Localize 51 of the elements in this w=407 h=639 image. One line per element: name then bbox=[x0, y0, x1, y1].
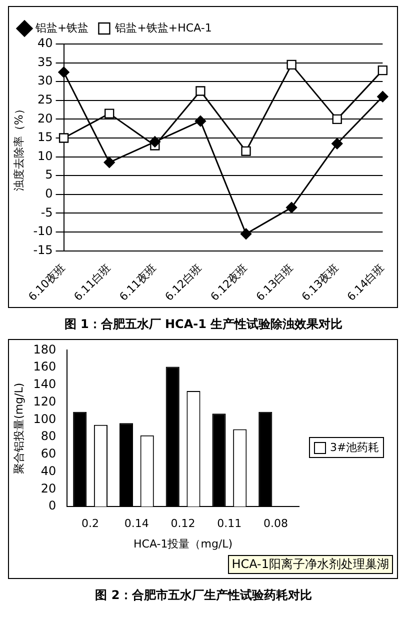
x-tick-label: 0.2 bbox=[82, 517, 100, 530]
legend-label: 铝盐+铁盐+HCA-1 bbox=[114, 21, 212, 34]
point bbox=[194, 115, 206, 127]
y-tick-label: -15 bbox=[33, 242, 53, 257]
point bbox=[58, 66, 70, 78]
point bbox=[378, 65, 388, 76]
legend-label: 铝盐+铁盐 bbox=[34, 21, 89, 34]
point bbox=[196, 86, 206, 96]
x-tick-label: 0.08 bbox=[264, 517, 288, 530]
y-tick-label: 180 bbox=[33, 342, 56, 356]
y-tick-label: 80 bbox=[40, 429, 56, 444]
point bbox=[241, 146, 251, 156]
point bbox=[240, 228, 252, 240]
text: 3#池药耗 bbox=[330, 440, 380, 455]
y-tick-label: 10 bbox=[38, 148, 53, 163]
y-tick-label: -5 bbox=[40, 205, 53, 220]
y-tick-label: 0 bbox=[45, 186, 53, 201]
text: HCA-1阳离子净水剂处理巢湖 bbox=[228, 555, 393, 574]
point bbox=[286, 60, 296, 70]
caption: 图 1：合肥五水厂 HCA-1 生产性试验除浊效果对比 bbox=[63, 316, 344, 333]
point bbox=[58, 133, 69, 143]
y-tick-label: 5 bbox=[45, 168, 53, 182]
y-tick-label: 15 bbox=[38, 130, 53, 144]
point bbox=[149, 136, 161, 148]
point bbox=[104, 108, 114, 118]
caption: 图 2：合肥市五水厂生产性试验药耗对比 bbox=[94, 587, 313, 604]
point bbox=[332, 114, 342, 124]
y-tick-label: 120 bbox=[33, 394, 56, 408]
point bbox=[332, 138, 343, 150]
point bbox=[104, 156, 115, 168]
y-tick-label: 25 bbox=[38, 92, 53, 107]
point bbox=[286, 202, 298, 214]
x-tick-label: 0.14 bbox=[124, 517, 149, 530]
y-tick-label: 160 bbox=[33, 360, 56, 374]
x-axis-title: HCA-1投量（mg/L) bbox=[134, 537, 233, 550]
y-axis-title: 聚合铝投量(mg/L) bbox=[12, 382, 26, 474]
y-tick-label: -10 bbox=[33, 224, 53, 238]
y-tick-label: 100 bbox=[33, 412, 56, 426]
y-tick-label: 35 bbox=[38, 54, 53, 69]
y-tick-label: 30 bbox=[38, 74, 53, 88]
y-tick-label: 20 bbox=[40, 481, 56, 496]
y-tick-label: 0 bbox=[48, 498, 56, 513]
y-tick-label: 60 bbox=[40, 446, 56, 461]
point bbox=[377, 91, 388, 102]
y-tick-label: 140 bbox=[33, 377, 56, 392]
x-tick-label: 0.11 bbox=[217, 517, 242, 530]
y-tick-label: 20 bbox=[38, 111, 53, 126]
y-tick-label: 40 bbox=[40, 464, 56, 478]
y-tick-label: 40 bbox=[38, 36, 53, 50]
x-tick-label: 0.12 bbox=[170, 517, 196, 530]
y-axis-title: 浊度去除率（%） bbox=[12, 104, 26, 192]
